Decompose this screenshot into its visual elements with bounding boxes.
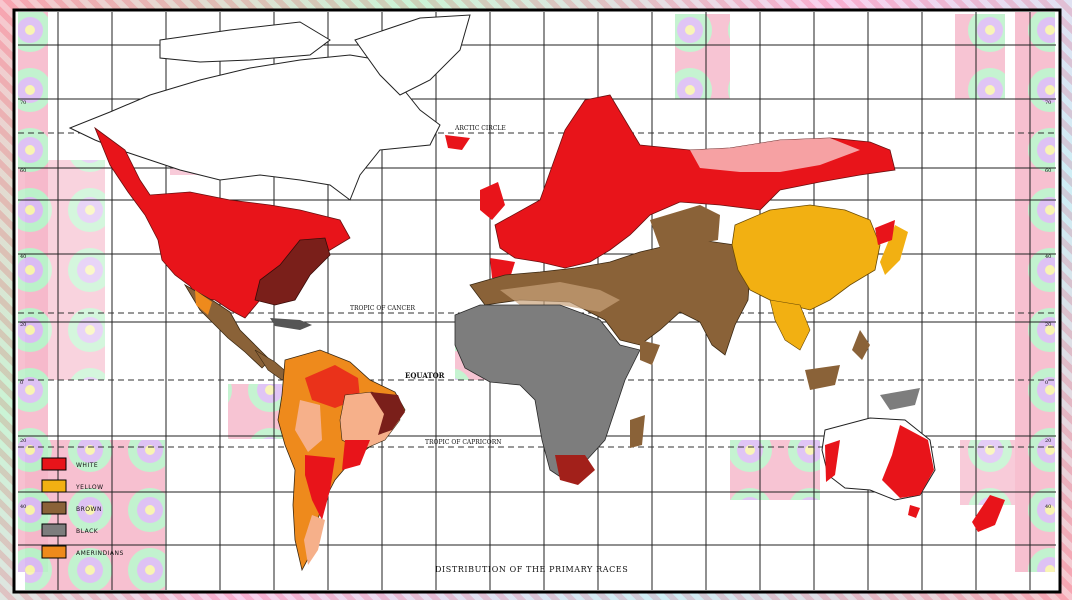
legend-label: YELLOW [75, 484, 104, 491]
north-america-arctic [68, 54, 441, 201]
legend-swatch [41, 457, 67, 471]
legend-label: WHITE [76, 462, 98, 469]
new-guinea [880, 388, 920, 410]
lat-tick-left: 40 [20, 504, 26, 510]
lat-tick-right: 40 [1045, 504, 1051, 510]
sahara-light-region [500, 282, 620, 312]
korea-manchuria-red [875, 220, 895, 245]
legend-label: BROWN [76, 506, 102, 513]
new-zealand [972, 495, 1005, 532]
andes-peach-region [295, 400, 322, 452]
legend-swatch [41, 479, 67, 493]
legend-label: BLACK [76, 528, 99, 535]
australia-east-red [882, 425, 934, 498]
lat-tick-right: 70 [1045, 100, 1051, 106]
iceland [445, 135, 470, 150]
legend: WHITE YELLOW BROWN BLACK AMERINDIANS [41, 457, 124, 559]
map-title: DISTRIBUTION OF THE PRIMARY RACES [435, 565, 628, 574]
philippines [852, 330, 870, 360]
lat-tick-right: 20 [1045, 438, 1051, 444]
background-tiles [18, 12, 1055, 590]
patagonia-region [304, 515, 325, 565]
south-africa-region [555, 455, 595, 485]
lat-tick-left: 20 [20, 322, 26, 328]
australia-west-red [825, 440, 840, 482]
east-asia-yellow-race [731, 204, 881, 311]
lat-tick-left: 60 [20, 168, 26, 174]
greenland [354, 14, 471, 96]
lat-tick-right: 40 [1045, 254, 1051, 260]
madagascar [630, 415, 645, 448]
iberia [490, 258, 515, 278]
legend-item-amerindians: AMERINDIANS [41, 545, 124, 559]
equator-label: EQUATOR [405, 371, 445, 380]
latitude-ticks-left: 70 60 40 20 0 20 40 [20, 100, 26, 510]
mexico-amerindian-patch [195, 290, 212, 315]
legend-item-brown: BROWN [41, 501, 102, 515]
europe-russia-white-race [494, 94, 896, 269]
central-asia-brown [650, 205, 720, 248]
latitude-ticks-right: 70 60 40 20 0 20 40 [1045, 100, 1051, 510]
legend-label: AMERINDIANS [76, 550, 124, 557]
legend-item-white: WHITE [41, 457, 98, 471]
lat-tick-right: 20 [1045, 322, 1051, 328]
lat-tick-left: 40 [20, 254, 26, 260]
siberia-white-interior [690, 138, 860, 172]
tropic-of-cancer-label: TROPIC OF CANCER [350, 305, 415, 312]
tasmania [908, 505, 920, 518]
arctic-circle-label: ARCTIC CIRCLE [454, 125, 506, 132]
southeast-usa-region [254, 237, 331, 306]
legend-swatch [41, 545, 67, 559]
tropic-of-capricorn-label: TROPIC OF CAPRICORN [425, 439, 501, 446]
indonesia-brown [805, 365, 840, 390]
africa-black-race [454, 304, 641, 481]
lat-tick-left: 70 [20, 100, 26, 106]
argentina-region [305, 455, 335, 520]
arctic-islands [159, 21, 331, 63]
arabia-south-brown [640, 340, 660, 365]
british-isles [480, 182, 505, 220]
caribbean-islands [270, 318, 312, 330]
legend-item-yellow: YELLOW [41, 479, 104, 493]
southeast-asia-yellow [769, 299, 811, 351]
lat-tick-right: 60 [1045, 168, 1051, 174]
japan [880, 225, 908, 275]
legend-item-black: BLACK [41, 523, 99, 537]
lat-tick-left: 20 [20, 438, 26, 444]
legend-swatch [41, 501, 67, 515]
lat-tick-right: 0 [1045, 380, 1048, 386]
brazil-dark-region [370, 392, 405, 435]
lat-tick-left: 0 [20, 380, 23, 386]
legend-swatch [41, 523, 67, 537]
brazil-south-region [342, 440, 370, 470]
